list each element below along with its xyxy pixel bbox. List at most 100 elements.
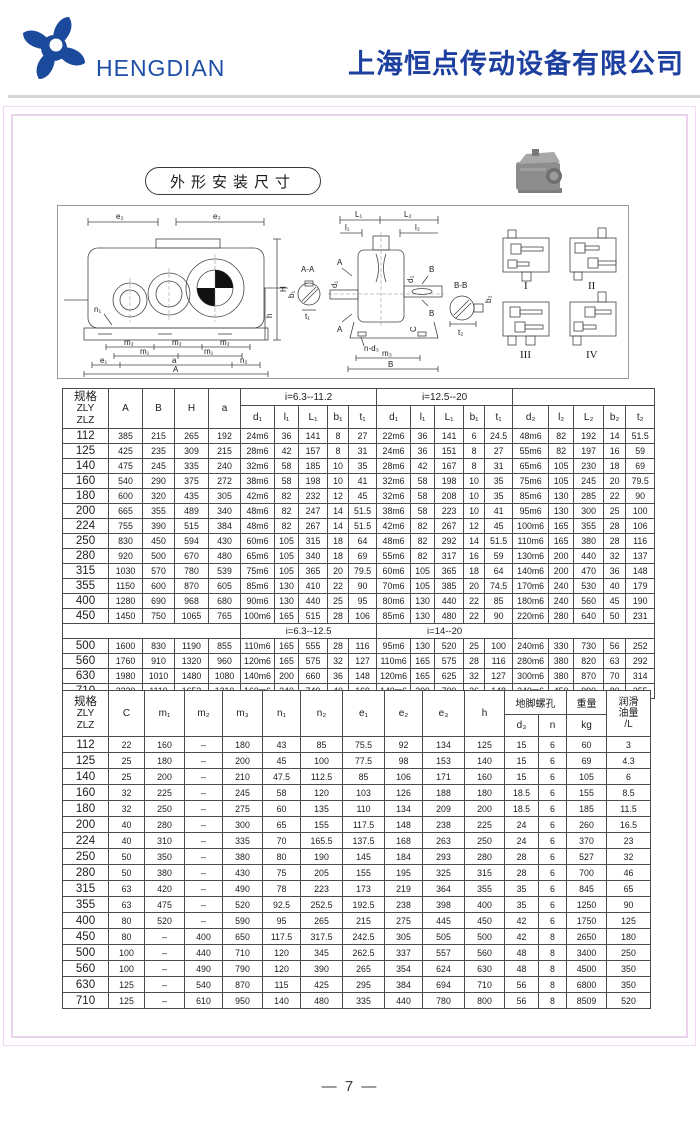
table-cell: 173 [342, 880, 385, 897]
spec-cell: 140 [62, 458, 109, 474]
table-cell: 79.5 [625, 473, 656, 489]
table-cell: 317.5 [300, 928, 343, 945]
table-cell: 24 [504, 816, 539, 833]
table-cell: 41 [347, 473, 378, 489]
table-cell: 28 [504, 848, 539, 865]
table-cell: 40 [108, 832, 145, 849]
table-cell: 22 [463, 608, 486, 624]
table-cell: 110m6 [512, 533, 550, 549]
table-cell: 15 [504, 768, 539, 785]
table-cell: 910 [142, 653, 175, 669]
spec-cell: 160 [62, 784, 109, 801]
table-cell: 55m6 [376, 548, 412, 564]
table-cell: 790 [222, 960, 263, 977]
product-photo [516, 149, 562, 193]
sub-col-header: l₁ [274, 405, 299, 429]
table-cell: 165 [548, 518, 575, 534]
header-divider [8, 95, 700, 98]
table-cell: 15 [504, 736, 539, 753]
table-cell: 385 [434, 578, 465, 594]
table-cell: 190 [300, 848, 343, 865]
col-header-A: A [108, 388, 143, 429]
table-cell: 95m6 [376, 638, 412, 654]
table-cell: 80 [262, 848, 301, 865]
table-cell: 680 [208, 593, 241, 609]
table-cell: 10 [463, 488, 486, 504]
sub-col-header: b₁ [463, 405, 486, 429]
table-cell: 48m6 [376, 533, 412, 549]
table-cell: 1250 [566, 896, 607, 913]
table-cell: 590 [222, 912, 263, 929]
table-cell: 48m6 [240, 518, 275, 534]
table-cell: 38m6 [240, 473, 275, 489]
table-cell: 63 [108, 880, 145, 897]
table-cell: – [144, 960, 185, 977]
table-cell: 10 [463, 473, 486, 489]
table-cell: 41 [484, 503, 514, 519]
table-cell: 242.5 [342, 928, 385, 945]
table-cell: 1150 [108, 578, 143, 594]
position-label-4: IV [586, 349, 598, 361]
spec-cell: 180 [62, 800, 109, 817]
table-cell: 6 [538, 832, 567, 849]
table-cell: 82 [274, 518, 299, 534]
table-cell: 1450 [108, 608, 143, 624]
table-cell: 293 [422, 848, 465, 865]
table-cell: 540 [184, 976, 223, 993]
table-cell: 130m6 [512, 548, 550, 564]
table-cell: 130 [274, 593, 299, 609]
spec-cell: 560 [62, 960, 109, 977]
table-cell: 56 [504, 992, 539, 1009]
table-cell: 90 [484, 608, 514, 624]
table-cell: 82 [410, 533, 436, 549]
table-cell: 115 [262, 976, 301, 993]
dim-label-m2: m₂ [220, 338, 230, 347]
table-cell: 238 [384, 896, 423, 913]
table-cell: 235 [142, 443, 175, 459]
table-cell: 35 [484, 473, 514, 489]
table-cell: 82 [274, 488, 299, 504]
table-cell: – [184, 800, 223, 817]
table-row: 125 25 180–200 45 100 77.5 98 153 140 15 6 69 4.3 [62, 752, 651, 769]
table-cell: 6 [538, 752, 567, 769]
table-cell: 155 [300, 816, 343, 833]
table-cell: 337 [384, 944, 423, 961]
table-cell: 600 [108, 488, 143, 504]
table-cell: 272 [208, 473, 241, 489]
table-cell: 95 [262, 912, 301, 929]
ratio-group-2: i=12.5--20 [376, 388, 514, 406]
table-cell: 78 [262, 880, 301, 897]
dim-label-t1: t₁ [305, 312, 310, 321]
col-header-n1: n₁ [262, 690, 301, 737]
table-cell: 920 [108, 548, 143, 564]
table-cell: 380 [222, 848, 263, 865]
table-cell: 24m6 [376, 443, 412, 459]
table-cell: 43 [262, 736, 301, 753]
table-cell: 600 [142, 578, 175, 594]
table-cell: 305 [208, 488, 241, 504]
table-cell: 65m6 [512, 458, 550, 474]
table-cell: 48m6 [240, 503, 275, 519]
table-cell: 440 [384, 992, 423, 1009]
table-cell: 148 [625, 563, 656, 579]
table-cell: 6 [538, 896, 567, 913]
table-cell: 65 [606, 880, 651, 897]
table-cell: 46 [606, 864, 651, 881]
table-cell: 223 [434, 503, 465, 519]
table-cell: 380 [144, 864, 185, 881]
spec-cell: 280 [62, 864, 109, 881]
table-cell: 425 [108, 443, 143, 459]
table-cell: 165 [274, 653, 299, 669]
spec-cell: 125 [62, 752, 109, 769]
table-cell: 870 [222, 976, 263, 993]
table-cell: – [144, 928, 185, 945]
table-row: 450 80–400 650 117.5 317.5 242.5 305 505 500 42 8 2… [62, 928, 651, 945]
table-cell: 82 [274, 503, 299, 519]
table-cell: 16 [603, 443, 627, 459]
table-row: 315 63 420–490 78 223 173 219 364 355 35 6 845 65 [62, 880, 651, 897]
table-row: 280 50 380–430 75 205 155 195 325 315 28 6 700 46 [62, 864, 651, 881]
table-cell: 22m6 [376, 428, 412, 444]
table-cell: 8 [538, 960, 567, 977]
table-cell: 1750 [566, 912, 607, 929]
